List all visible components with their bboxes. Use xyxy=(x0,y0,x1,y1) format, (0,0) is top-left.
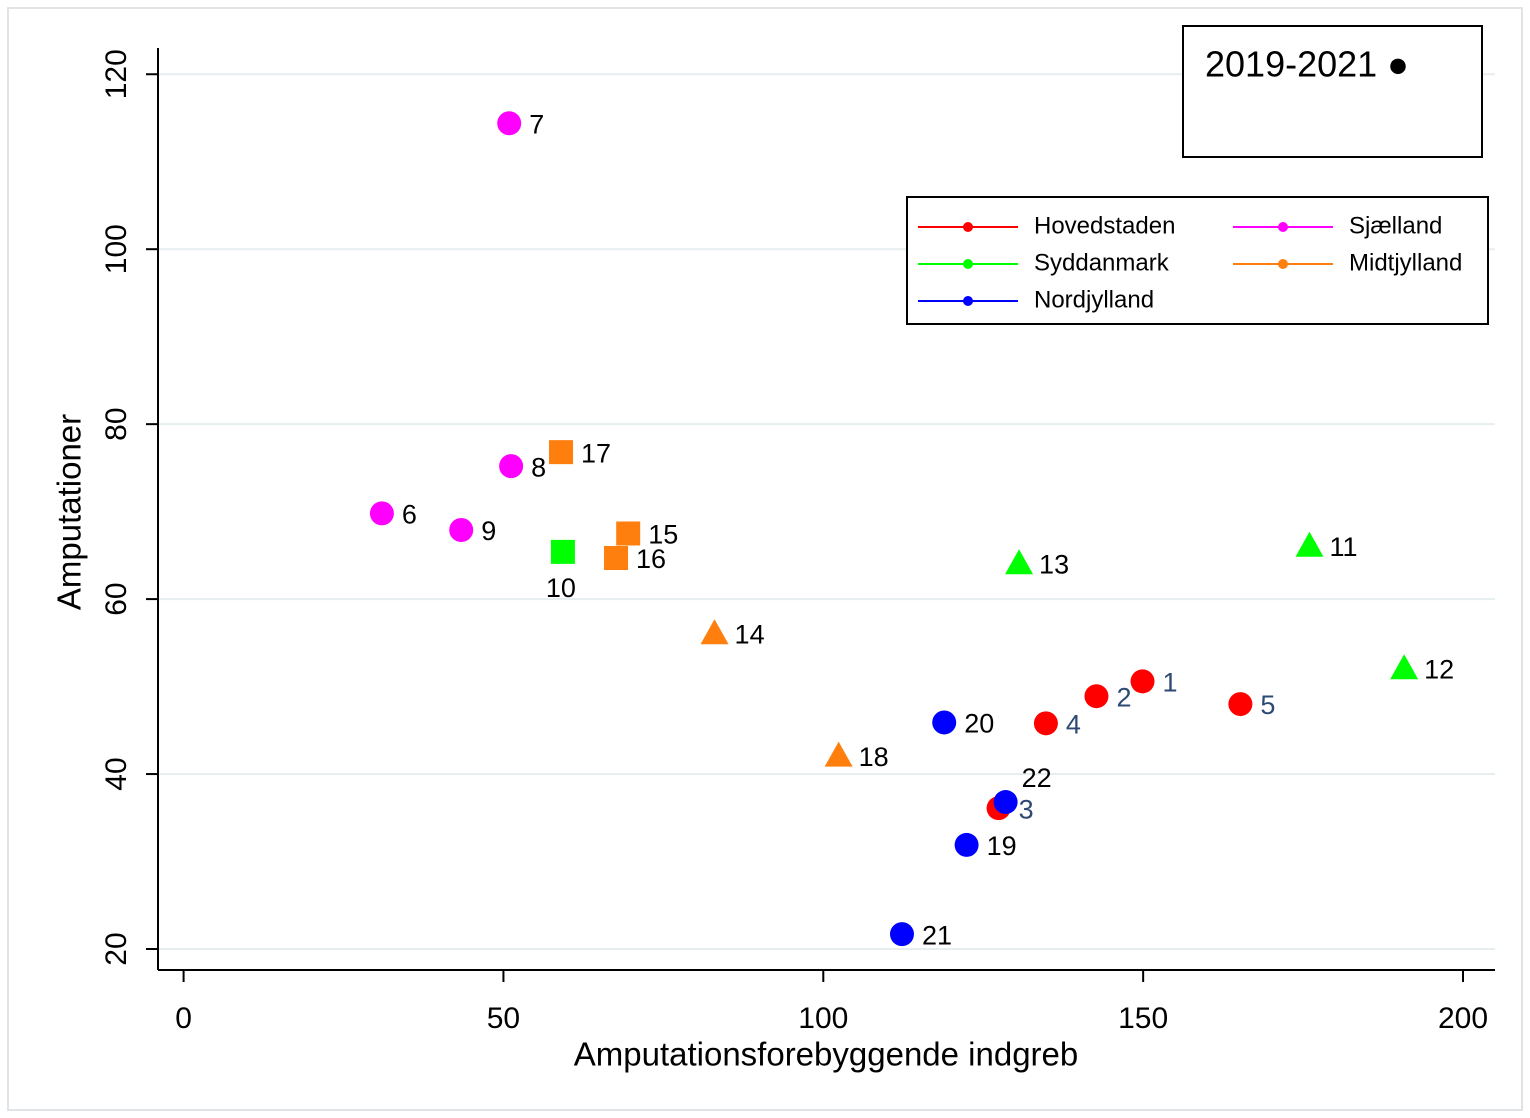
point xyxy=(549,440,574,465)
point-label: 7 xyxy=(529,109,544,139)
legend-marker xyxy=(963,296,973,306)
y-tick-label: 60 xyxy=(100,582,133,615)
point-label: 1 xyxy=(1163,667,1178,697)
point-label: 22 xyxy=(1022,763,1052,793)
point-label: 16 xyxy=(636,544,666,574)
point xyxy=(824,741,853,767)
legend-label: Midtjylland xyxy=(1349,249,1462,276)
point xyxy=(1033,711,1058,736)
legend-label: Nordjylland xyxy=(1034,286,1154,313)
point xyxy=(449,517,474,542)
point xyxy=(1390,654,1419,680)
y-tick-label: 20 xyxy=(100,932,133,965)
point-label: 15 xyxy=(648,520,678,550)
y-axis-title: Amputationer xyxy=(51,414,88,610)
point xyxy=(369,501,394,526)
point-label: 20 xyxy=(964,709,994,739)
point-label: 19 xyxy=(987,831,1017,861)
point xyxy=(1084,684,1109,709)
point-label: 6 xyxy=(402,499,417,529)
legend-marker xyxy=(1278,222,1288,232)
y-tick-label: 100 xyxy=(100,224,133,274)
point-label: 10 xyxy=(546,573,576,603)
point xyxy=(932,710,957,735)
point xyxy=(889,922,914,947)
point xyxy=(1228,692,1253,717)
point xyxy=(954,832,979,857)
point-label: 8 xyxy=(531,452,546,482)
x-tick-label: 50 xyxy=(487,1002,520,1035)
point-label: 14 xyxy=(735,619,765,649)
point-label: 3 xyxy=(1019,794,1034,824)
legend-label: Sjælland xyxy=(1349,212,1442,239)
point-label: 21 xyxy=(922,920,952,950)
point xyxy=(604,545,629,570)
point xyxy=(497,111,522,136)
annotation-box xyxy=(1182,25,1483,158)
point-label: 9 xyxy=(481,516,496,546)
point-label: 2 xyxy=(1116,682,1131,712)
x-tick-label: 200 xyxy=(1438,1002,1488,1035)
legend-marker xyxy=(963,222,973,232)
point xyxy=(616,521,641,546)
point xyxy=(700,619,729,645)
point xyxy=(1005,549,1034,575)
point-label: 17 xyxy=(581,438,611,468)
y-tick-label: 80 xyxy=(100,407,133,440)
x-tick-label: 0 xyxy=(175,1002,192,1035)
point-label: 13 xyxy=(1039,549,1069,579)
legend-box xyxy=(906,196,1489,325)
point xyxy=(1295,531,1324,557)
point-label: 12 xyxy=(1424,654,1454,684)
y-tick-label: 120 xyxy=(100,49,133,99)
point xyxy=(550,539,575,564)
legend: Hovedstaden Sjælland Syddanmark Midtjylland… xyxy=(906,196,1489,325)
x-axis-title: Amputationsforebyggende indgreb xyxy=(574,1036,1079,1073)
point-label: 4 xyxy=(1066,709,1081,739)
point-label: 18 xyxy=(859,742,889,772)
annotation: 2019-2021 ● xyxy=(1205,44,1409,85)
legend-label: Hovedstaden xyxy=(1034,212,1175,239)
point xyxy=(993,790,1018,815)
point xyxy=(499,454,524,479)
point-label: 5 xyxy=(1260,690,1275,720)
legend-marker xyxy=(963,259,973,269)
point xyxy=(1130,669,1155,694)
legend-label: Syddanmark xyxy=(1034,249,1170,276)
y-tick-label: 40 xyxy=(100,757,133,790)
x-tick-label: 150 xyxy=(1118,1002,1168,1035)
legend-marker xyxy=(1278,259,1288,269)
frame xyxy=(7,7,1523,1111)
point-label: 11 xyxy=(1329,532,1357,562)
x-tick-label: 100 xyxy=(798,1002,848,1035)
